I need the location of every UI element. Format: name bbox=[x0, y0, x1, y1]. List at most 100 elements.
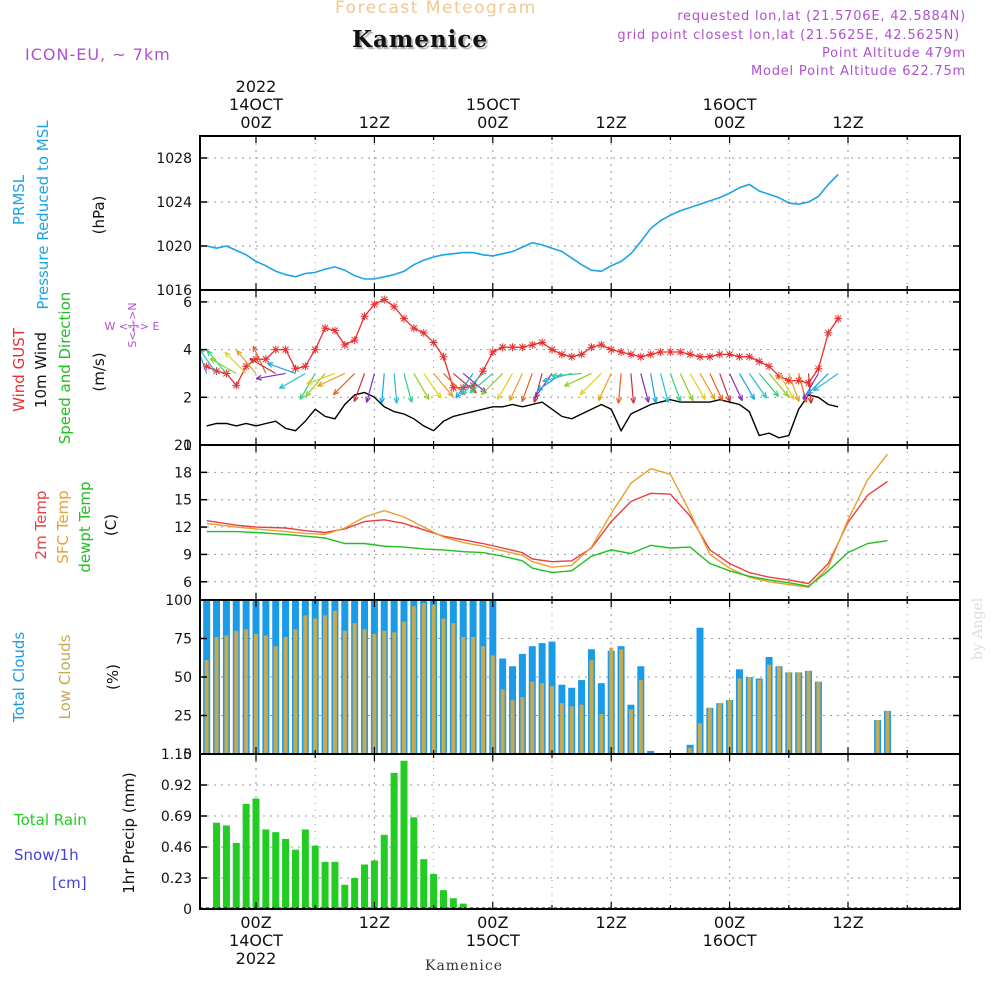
panel-frame-2 bbox=[199, 289, 961, 446]
wind-arrow-head bbox=[480, 388, 488, 396]
wind-arrow-head bbox=[365, 396, 371, 403]
wind-arrow-head bbox=[306, 379, 313, 385]
wind-arrow bbox=[497, 373, 514, 400]
wind-arrow bbox=[738, 373, 755, 400]
p1-label-prmsl: PRMSL bbox=[10, 174, 28, 225]
wind-arrow-head bbox=[616, 397, 622, 404]
dewpt-line bbox=[206, 530, 888, 588]
gust-marker bbox=[577, 350, 586, 359]
wind-arrow bbox=[709, 373, 724, 401]
grid-layer bbox=[200, 136, 960, 909]
low-cloud-bar bbox=[313, 618, 318, 754]
rain-bar bbox=[242, 803, 250, 909]
low-cloud-bar bbox=[569, 706, 574, 754]
gust-marker bbox=[626, 350, 635, 359]
wind-arrow-head bbox=[699, 393, 706, 400]
wind-arrow-head bbox=[209, 357, 217, 364]
gust-marker bbox=[469, 381, 478, 390]
rain-bar bbox=[222, 825, 230, 909]
wind-arrow-head bbox=[379, 397, 385, 404]
wind-arrow bbox=[813, 372, 839, 392]
low-cloud-bar bbox=[244, 629, 249, 754]
p3-unit: (C) bbox=[102, 514, 120, 536]
wind-arrow-head bbox=[299, 393, 306, 400]
bottom-hour-label: 12Z bbox=[832, 913, 863, 932]
top-day-label: 15OCT bbox=[466, 95, 520, 114]
pressure-line bbox=[206, 173, 839, 280]
y-tick-label: 15 bbox=[174, 493, 192, 509]
gust-marker bbox=[715, 350, 724, 359]
gust-marker bbox=[735, 352, 744, 361]
gust-marker bbox=[232, 381, 241, 390]
wind-arrow bbox=[443, 373, 466, 396]
wind-arrow-head bbox=[480, 387, 487, 394]
rain-bar bbox=[341, 884, 349, 909]
wind-arrow-head bbox=[676, 395, 682, 403]
rain-bar bbox=[272, 832, 280, 909]
wind-arrow-head bbox=[255, 374, 263, 381]
low-cloud-bar bbox=[263, 635, 268, 754]
low-cloud-bar bbox=[559, 703, 564, 754]
wind-arrow bbox=[659, 373, 669, 403]
low-cloud-bar bbox=[214, 636, 219, 754]
wind-arrow bbox=[366, 373, 375, 403]
wind-arrow bbox=[305, 373, 326, 397]
wind-arrow bbox=[788, 373, 800, 402]
top-hour-label: 12Z bbox=[359, 113, 390, 132]
low-cloud-bar bbox=[480, 646, 485, 754]
gust-marker bbox=[696, 352, 704, 361]
rain-bar bbox=[410, 817, 418, 909]
panel-frame-1 bbox=[199, 135, 961, 291]
low-cloud-bar bbox=[707, 707, 712, 754]
rain-bar bbox=[370, 860, 378, 909]
wind-arrow bbox=[551, 372, 582, 377]
rain-bar bbox=[331, 861, 339, 909]
p3-label-2m: 2m Temp bbox=[32, 491, 50, 560]
rain-bar bbox=[439, 890, 447, 909]
wind-arrow bbox=[255, 372, 286, 380]
chart-title: Forecast Meteogram bbox=[335, 0, 537, 18]
gust-marker bbox=[587, 343, 596, 352]
y-tick-label: 0.69 bbox=[161, 809, 192, 825]
wind-arrow-head bbox=[455, 392, 462, 399]
wind-arrow-head bbox=[709, 393, 716, 400]
gust-marker bbox=[834, 314, 843, 323]
gust-marker bbox=[321, 324, 330, 333]
gust-marker bbox=[676, 348, 685, 356]
low-cloud-bar bbox=[786, 672, 791, 754]
gust-marker bbox=[518, 343, 527, 352]
wind-arrow bbox=[317, 372, 346, 387]
wind-arrow bbox=[699, 373, 716, 400]
low-cloud-bar bbox=[332, 610, 337, 754]
wind-arrow bbox=[650, 373, 657, 404]
wind-arrow bbox=[669, 373, 682, 402]
wind-arrow-head bbox=[249, 357, 256, 364]
wind-arrow-head bbox=[278, 383, 286, 390]
low-cloud-bar bbox=[767, 664, 772, 754]
wind-arrow bbox=[689, 373, 706, 400]
wind-arrow bbox=[200, 348, 218, 374]
y-tick-label: 21 bbox=[174, 438, 192, 454]
p4-unit: (%) bbox=[104, 664, 122, 690]
y-tick-label: 0 bbox=[183, 438, 192, 454]
rain-bar bbox=[262, 829, 270, 909]
rain-bar bbox=[380, 834, 388, 909]
low-cloud-bar bbox=[204, 660, 209, 754]
low-cloud-bar bbox=[461, 636, 466, 754]
wind-arrow-head bbox=[536, 385, 544, 392]
bottom-year-label: 2022 bbox=[236, 949, 277, 968]
wind-arrow-head bbox=[435, 392, 442, 399]
gust-marker bbox=[261, 355, 270, 364]
gust-marker bbox=[400, 314, 408, 323]
low-cloud-bar bbox=[776, 666, 781, 754]
frame-layer bbox=[199, 135, 961, 910]
wind-arrow-head bbox=[224, 351, 231, 359]
low-cloud-bar bbox=[579, 704, 584, 754]
low-cloud-bar bbox=[757, 680, 762, 754]
rain-bar bbox=[430, 873, 438, 909]
gust-marker bbox=[409, 324, 418, 333]
rain-bar bbox=[420, 859, 428, 909]
gust-marker bbox=[656, 348, 665, 356]
low-cloud-bar bbox=[628, 709, 633, 754]
low-cloud-bar bbox=[698, 723, 702, 754]
